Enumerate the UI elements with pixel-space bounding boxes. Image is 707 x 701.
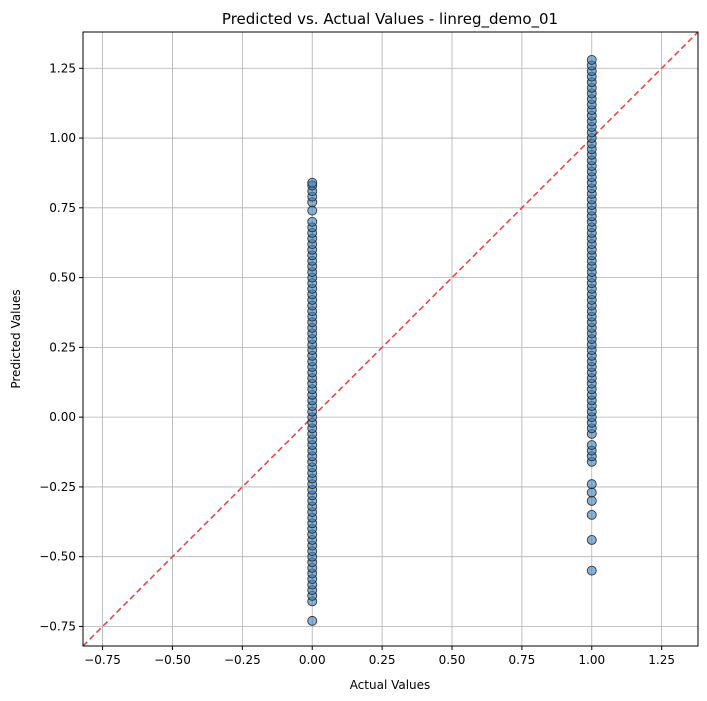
x-tick-label: −0.75 <box>84 653 121 667</box>
y-axis-ticks: −0.75 −0.50 −0.25 0.00 0.25 0.50 0.75 1.00 1.25 <box>39 61 83 633</box>
points-group <box>307 54 597 626</box>
x-tick-label: −0.25 <box>224 653 261 667</box>
data-point <box>307 615 318 626</box>
data-point <box>586 487 597 498</box>
x-tick-label: 0.25 <box>369 653 396 667</box>
data-point <box>586 565 597 576</box>
data-point <box>586 534 597 545</box>
x-tick-label: 0.50 <box>439 653 466 667</box>
x-tick-label: 1.25 <box>648 653 675 667</box>
x-tick-label: 0.00 <box>299 653 326 667</box>
y-tick-label: 0.50 <box>49 271 76 285</box>
y-tick-label: 0.25 <box>49 340 76 354</box>
data-point <box>307 216 318 227</box>
data-point <box>586 495 597 506</box>
data-point <box>307 177 318 188</box>
chart-title: Predicted vs. Actual Values - linreg_dem… <box>222 10 558 29</box>
data-point <box>586 440 597 451</box>
data-point <box>586 479 597 490</box>
y-tick-label: 0.75 <box>49 201 76 215</box>
plot-frame <box>82 31 699 647</box>
x-tick-label: 1.00 <box>578 653 605 667</box>
x-axis-ticks: −0.75 −0.50 −0.25 0.00 0.25 0.50 0.75 1.00 1.25 <box>84 646 675 667</box>
x-tick-label: 0.75 <box>509 653 536 667</box>
y-tick-label: 0.00 <box>49 410 76 424</box>
data-point <box>307 205 318 216</box>
x-tick-label: −0.50 <box>154 653 191 667</box>
y-tick-label: −0.75 <box>39 619 76 633</box>
y-tick-label: 1.00 <box>49 131 76 145</box>
data-point <box>586 509 597 520</box>
y-tick-label: 1.25 <box>49 61 76 75</box>
data-point <box>586 54 597 65</box>
y-axis-label: Predicted Values <box>9 289 23 388</box>
x-axis-label: Actual Values <box>350 678 431 692</box>
y-tick-label: −0.25 <box>39 480 76 494</box>
y-tick-label: −0.50 <box>39 550 76 564</box>
